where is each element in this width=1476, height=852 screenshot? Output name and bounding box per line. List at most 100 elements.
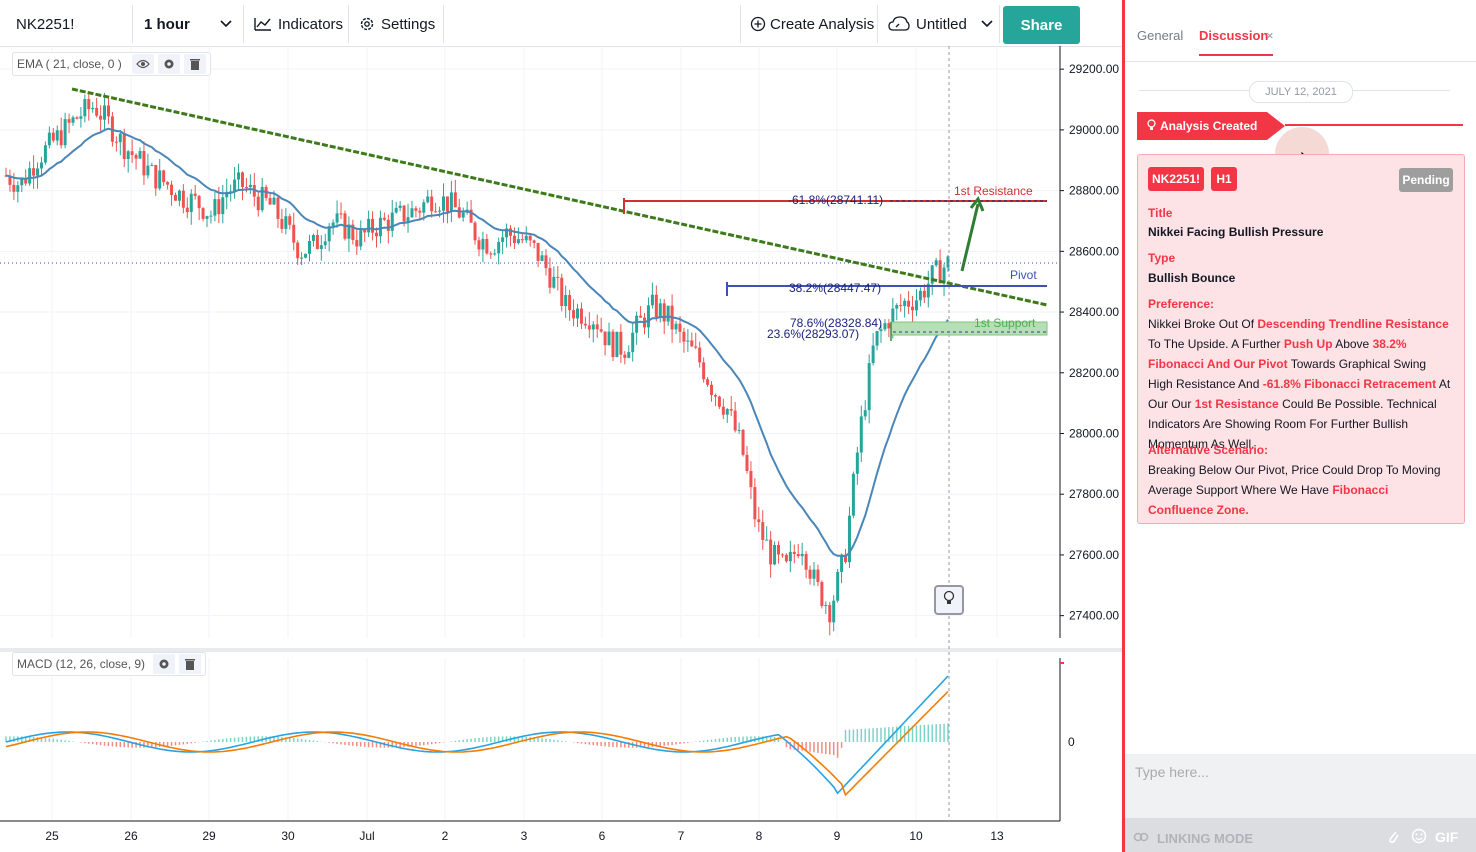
candle-body: [347, 224, 351, 239]
tab-discussion[interactable]: Discussion: [1199, 28, 1269, 43]
cloud-gauge-icon: [888, 16, 910, 32]
price-chart[interactable]: 29200.00 29000.00 28800.00 28600.00 28400.00…: [0, 46, 1122, 852]
candle-body: [177, 190, 181, 201]
candle-body: [918, 290, 922, 301]
candle-body: [532, 240, 536, 243]
candle-body: [473, 222, 477, 241]
close-tab-icon[interactable]: ×: [1266, 28, 1274, 43]
settings-button[interactable]: Settings: [359, 5, 435, 43]
candle-body: [757, 519, 761, 523]
indicators-label: Indicators: [278, 15, 344, 33]
share-button[interactable]: Share: [1003, 6, 1080, 44]
gear-icon[interactable]: [157, 54, 180, 74]
candle-body: [828, 605, 832, 623]
gif-button[interactable]: GIF: [1435, 829, 1459, 845]
gear-icon[interactable]: [153, 654, 176, 674]
candle-body: [378, 217, 382, 237]
idea-bulb-button[interactable]: [934, 585, 964, 615]
candle-body: [871, 345, 875, 364]
paperclip-icon[interactable]: [1387, 828, 1399, 849]
time-tick-label: 8: [756, 829, 763, 843]
candle-body: [749, 470, 753, 488]
time-tick-label: 2: [442, 829, 449, 843]
tab-general[interactable]: General: [1137, 28, 1184, 43]
interval-select[interactable]: 1 hour: [144, 5, 238, 43]
candle-body: [867, 363, 871, 411]
price-tick-label: 29200.00: [1069, 62, 1119, 76]
analysis-created-label: Analysis Created: [1160, 119, 1258, 133]
time-tick-label: 3: [521, 829, 528, 843]
candle-body: [146, 165, 150, 176]
candle-body: [213, 199, 217, 216]
alternative-label: Alternative Scenario:: [1148, 443, 1269, 457]
candle-body: [639, 315, 643, 318]
candle-body: [122, 133, 126, 160]
linking-mode-label[interactable]: LINKING MODE: [1157, 831, 1254, 846]
candle-body: [903, 300, 907, 307]
candle-body: [820, 582, 824, 607]
pane-divider: [0, 648, 1122, 652]
candle-body: [300, 257, 304, 259]
trash-icon[interactable]: [179, 654, 202, 674]
candle-body: [583, 323, 587, 326]
toolbar-divider: [740, 5, 741, 43]
symbol-label: NK2251!: [16, 15, 75, 33]
candle-body: [355, 240, 359, 247]
ema-legend[interactable]: EMA ( 21, close, 0 ): [12, 52, 211, 76]
indicators-button[interactable]: Indicators: [254, 5, 343, 43]
candle-body: [780, 554, 784, 556]
candle-body: [162, 170, 166, 183]
candle-body: [914, 300, 918, 311]
candle-body: [599, 329, 603, 332]
candle-body: [481, 238, 485, 250]
candle-body: [509, 228, 513, 236]
message-input-area[interactable]: Type here...: [1125, 754, 1476, 818]
candle-body: [304, 253, 308, 258]
highlight-text: Push Up: [1283, 337, 1333, 351]
symbol-search[interactable]: NK2251!: [16, 5, 74, 43]
candle-body: [595, 324, 599, 330]
candle-body: [386, 219, 390, 231]
candle-body: [662, 303, 666, 322]
body-text: To The Upside. A Further: [1148, 337, 1284, 351]
date-chip: JULY 12, 2021: [1249, 81, 1353, 103]
candle-body: [118, 133, 122, 143]
candle-body: [414, 208, 418, 211]
title-label: Title: [1148, 206, 1173, 220]
status-badge: Pending: [1399, 168, 1453, 192]
candle-body: [363, 230, 367, 233]
toolbar-divider: [132, 5, 133, 43]
chart-area[interactable]: 29200.00 29000.00 28800.00 28600.00 28400.00…: [0, 46, 1122, 852]
candle-body: [292, 224, 296, 243]
layout-select[interactable]: Untitled: [888, 5, 993, 43]
candle-body: [572, 310, 576, 319]
highlight-text: -61.8% Fibonacci Retracement: [1262, 377, 1437, 391]
candle-body: [351, 224, 355, 241]
candle-body: [623, 354, 627, 358]
candle-body: [114, 141, 118, 143]
link-icon[interactable]: [1133, 830, 1149, 848]
candle-body: [390, 212, 394, 231]
candle-body: [331, 222, 335, 227]
highlight-text: 1st Resistance: [1194, 397, 1279, 411]
candle-body: [501, 237, 505, 242]
candle-body: [576, 308, 580, 319]
eye-icon[interactable]: [131, 54, 154, 74]
create-analysis-button[interactable]: Create Analysis: [750, 5, 874, 43]
message-input[interactable]: Type here...: [1135, 764, 1209, 780]
trash-icon[interactable]: [183, 54, 206, 74]
candle-body: [847, 515, 851, 563]
candle-body: [654, 294, 658, 318]
candle-body: [63, 119, 67, 146]
emoji-icon[interactable]: [1411, 828, 1427, 849]
candle-body: [410, 208, 414, 218]
candle-body: [367, 218, 371, 233]
price-tick-label: 28200.00: [1069, 366, 1119, 380]
candle-body: [20, 178, 24, 186]
descending-trendline: [71, 87, 1048, 307]
candle-body: [197, 195, 201, 209]
candle-body: [106, 105, 110, 117]
macd-legend[interactable]: MACD (12, 26, close, 9): [12, 652, 207, 676]
candle-body: [189, 193, 193, 213]
analysis-created-banner: Analysis Created: [1137, 112, 1267, 140]
